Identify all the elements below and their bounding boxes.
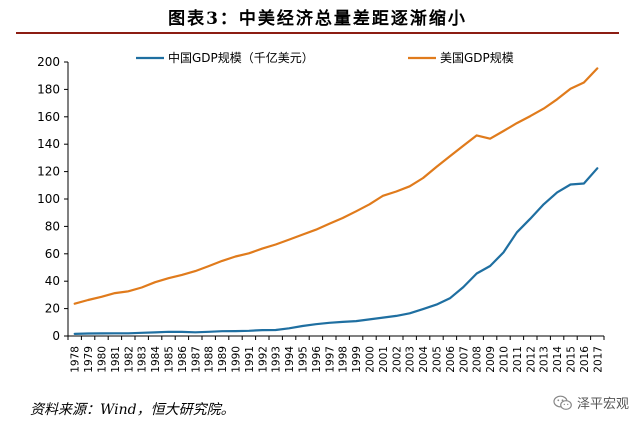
- x-tick-label: 1995: [298, 346, 310, 373]
- x-tick-label: 2012: [525, 346, 537, 373]
- x-tick-label: 2004: [418, 346, 430, 373]
- x-tick-label: 1994: [284, 346, 296, 373]
- x-tick-label: 2011: [512, 346, 524, 373]
- y-tick-label: 40: [45, 274, 60, 288]
- legend-label-2: 美国GDP规模: [440, 50, 514, 65]
- x-tick-label: 2009: [485, 346, 497, 373]
- x-tick-label: 2006: [445, 346, 457, 373]
- y-tick-label: 200: [37, 55, 60, 69]
- y-tick-label: 60: [45, 247, 60, 261]
- title-rule: [16, 32, 619, 34]
- x-tick-label: 1987: [190, 346, 202, 373]
- x-tick-label: 2014: [552, 346, 564, 373]
- watermark: 泽平宏观: [553, 393, 629, 412]
- series-line-2: [73, 67, 599, 305]
- x-tick-label: 2016: [579, 346, 591, 373]
- y-tick-label: 120: [37, 165, 60, 179]
- x-tick-label: 1978: [70, 346, 82, 373]
- x-tick-label: 1983: [137, 346, 149, 373]
- x-tick-label: 1996: [311, 346, 323, 373]
- y-tick-label: 160: [37, 110, 60, 124]
- x-tick-label: 2000: [365, 346, 377, 373]
- x-tick-label: 1986: [177, 346, 189, 373]
- x-tick-label: 1990: [231, 346, 243, 373]
- x-tick-label: 2008: [472, 346, 484, 373]
- x-tick-label: 2001: [378, 346, 390, 373]
- x-tick-label: 1997: [324, 346, 336, 373]
- y-tick-label: 140: [37, 137, 60, 151]
- x-tick-label: 1988: [204, 346, 216, 373]
- figure-title: 图表3：中美经济总量差距逐渐缩小: [168, 9, 467, 29]
- x-tick-label: 1985: [164, 346, 176, 373]
- y-tick-label: 20: [45, 302, 60, 316]
- y-tick-label: 180: [37, 82, 60, 96]
- legend-label-1: 中国GDP规模（千亿美元）: [168, 50, 314, 65]
- x-tick-label: 1998: [338, 346, 350, 373]
- wechat-icon: [553, 395, 572, 410]
- x-tick-label: 1979: [83, 346, 95, 373]
- x-tick-label: 1999: [351, 346, 363, 373]
- x-tick-label: 2007: [458, 346, 470, 373]
- x-tick-label: 1984: [150, 346, 162, 373]
- x-tick-label: 1981: [110, 346, 122, 373]
- x-tick-label: 2015: [566, 346, 578, 373]
- x-tick-label: 2010: [499, 346, 511, 373]
- x-tick-label: 1982: [123, 346, 135, 373]
- x-tick-label: 2003: [405, 346, 417, 373]
- x-tick-label: 2002: [391, 346, 403, 373]
- y-tick-label: 80: [45, 219, 60, 233]
- series-line-1: [73, 167, 599, 335]
- x-tick-label: 2013: [539, 346, 551, 373]
- x-tick-label: 1991: [244, 346, 256, 373]
- x-tick-label: 2017: [592, 346, 604, 373]
- x-tick-label: 1989: [217, 346, 229, 373]
- y-tick-label: 0: [52, 329, 60, 343]
- source-note: 资料来源：Wind，恒大研究院。: [30, 402, 235, 418]
- x-tick-label: 1992: [257, 346, 269, 373]
- y-tick-label: 100: [37, 192, 60, 206]
- watermark-text: 泽平宏观: [577, 397, 630, 412]
- x-tick-label: 2005: [432, 346, 444, 373]
- x-tick-label: 1980: [97, 346, 109, 373]
- x-tick-label: 1993: [271, 346, 283, 373]
